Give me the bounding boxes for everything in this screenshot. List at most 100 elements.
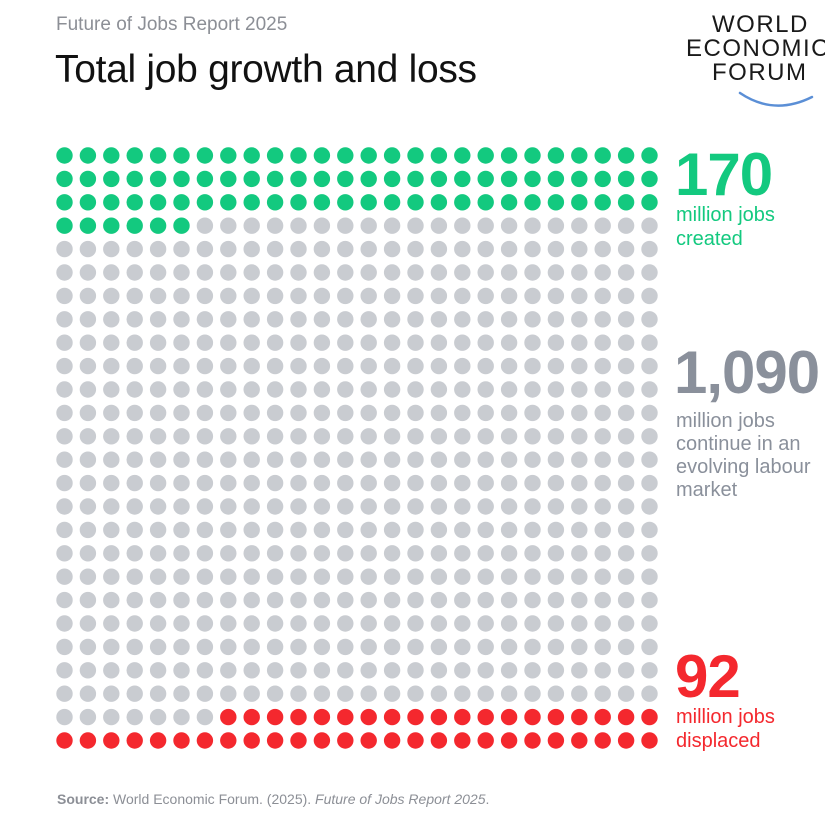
chart-title: Total job growth and loss: [55, 48, 477, 91]
waffle-dot-continue: [383, 662, 401, 679]
waffle-dot-continue: [79, 685, 97, 702]
waffle-dot-continue: [454, 404, 471, 422]
waffle-dot-continue: [173, 591, 190, 609]
waffle-dot-created: [407, 194, 424, 211]
waffle-dot-created: [149, 217, 167, 234]
waffle-dot-continue: [196, 334, 214, 351]
waffle-dot-displaced: [383, 732, 401, 749]
waffle-dot-continue: [641, 240, 658, 258]
waffle-dot-created: [79, 147, 97, 164]
waffle-dot-displaced: [477, 708, 494, 726]
waffle-dot-continue: [500, 287, 518, 305]
waffle-dot-created: [79, 217, 97, 234]
waffle-dot-continue: [383, 264, 401, 281]
waffle-dot-continue: [196, 662, 214, 679]
waffle-dot-displaced: [594, 708, 611, 726]
waffle-dot-continue: [407, 568, 424, 585]
created-label-line-1: million jobs: [676, 204, 775, 226]
waffle-dot-created: [594, 147, 611, 164]
waffle-dot-continue: [454, 685, 471, 702]
source-report-title: Future of Jobs Report 2025: [315, 791, 486, 807]
waffle-dot-continue: [337, 615, 354, 632]
source-suffix: .: [485, 791, 490, 807]
waffle-dot-created: [173, 147, 190, 164]
waffle-dot-continue: [290, 217, 307, 234]
waffle-dot-continue: [360, 357, 377, 375]
waffle-dot-displaced: [266, 708, 284, 726]
waffle-dot-continue: [477, 240, 494, 258]
waffle-dot-continue: [173, 287, 190, 305]
waffle-dot-continue: [290, 521, 307, 539]
waffle-dot-continue: [617, 311, 635, 328]
waffle-dot-created: [383, 194, 401, 211]
waffle-dot-continue: [220, 404, 237, 422]
waffle-dot-continue: [430, 217, 448, 234]
waffle-dot-created: [477, 194, 494, 211]
waffle-dot-continue: [220, 357, 237, 375]
waffle-dot-continue: [266, 545, 284, 562]
waffle-dot-continue: [337, 685, 354, 702]
waffle-dot-continue: [149, 264, 167, 281]
waffle-dot-displaced: [337, 732, 354, 749]
waffle-dot-continue: [430, 474, 448, 492]
waffle-dot-continue: [196, 311, 214, 328]
waffle-dot-displaced: [290, 732, 307, 749]
waffle-dot-continue: [126, 264, 143, 281]
waffle-dot-continue: [290, 451, 307, 468]
waffle-dot-continue: [149, 334, 167, 351]
waffle-dot-continue: [571, 451, 588, 468]
waffle-dot-continue: [126, 685, 143, 702]
waffle-dot-displaced: [126, 732, 143, 749]
waffle-dot-continue: [594, 662, 611, 679]
waffle-dot-continue: [56, 662, 73, 679]
waffle-dot-continue: [383, 217, 401, 234]
waffle-dot-continue: [571, 662, 588, 679]
waffle-dot-continue: [56, 474, 73, 492]
waffle-dot-continue: [500, 568, 518, 585]
waffle-dot-created: [126, 217, 143, 234]
source-prefix: Source:: [57, 791, 110, 807]
waffle-dot-continue: [103, 334, 120, 351]
waffle-dot-continue: [173, 357, 190, 375]
waffle-dot-continue: [500, 357, 518, 375]
waffle-dot-continue: [360, 217, 377, 234]
waffle-dot-continue: [149, 521, 167, 539]
waffle-dot-continue: [79, 521, 97, 539]
waffle-dot-continue: [383, 334, 401, 351]
waffle-dot-continue: [103, 451, 120, 468]
waffle-dot-continue: [407, 404, 424, 422]
waffle-dot-continue: [500, 498, 518, 515]
waffle-dot-continue: [547, 240, 565, 258]
waffle-dot-continue: [126, 615, 143, 632]
waffle-dot-created: [220, 194, 237, 211]
waffle-dot-continue: [337, 545, 354, 562]
waffle-dot-continue: [617, 264, 635, 281]
waffle-dot-continue: [617, 381, 635, 398]
waffle-dot-created: [571, 170, 588, 188]
waffle-dot-created: [617, 170, 635, 188]
waffle-dot-created: [290, 194, 307, 211]
waffle-dot-continue: [290, 404, 307, 422]
waffle-dot-continue: [196, 287, 214, 305]
waffle-dot-continue: [290, 474, 307, 492]
waffle-dot-continue: [524, 217, 541, 234]
waffle-dot-continue: [524, 311, 541, 328]
waffle-dot-continue: [430, 615, 448, 632]
waffle-dot-created: [617, 147, 635, 164]
waffle-dot-displaced: [79, 732, 97, 749]
waffle-dot-continue: [220, 217, 237, 234]
waffle-dot-created: [290, 147, 307, 164]
waffle-dot-continue: [126, 568, 143, 585]
waffle-dot-continue: [477, 474, 494, 492]
waffle-dot-continue: [126, 545, 143, 562]
waffle-dot-continue: [243, 498, 260, 515]
waffle-dot-continue: [266, 381, 284, 398]
waffle-dot-continue: [360, 474, 377, 492]
waffle-dot-created: [313, 147, 331, 164]
waffle-dot-continue: [103, 521, 120, 539]
waffle-dot-continue: [337, 381, 354, 398]
waffle-dot-continue: [149, 287, 167, 305]
waffle-dot-continue: [79, 591, 97, 609]
waffle-dot-created: [56, 147, 73, 164]
waffle-dot-created: [56, 170, 73, 188]
